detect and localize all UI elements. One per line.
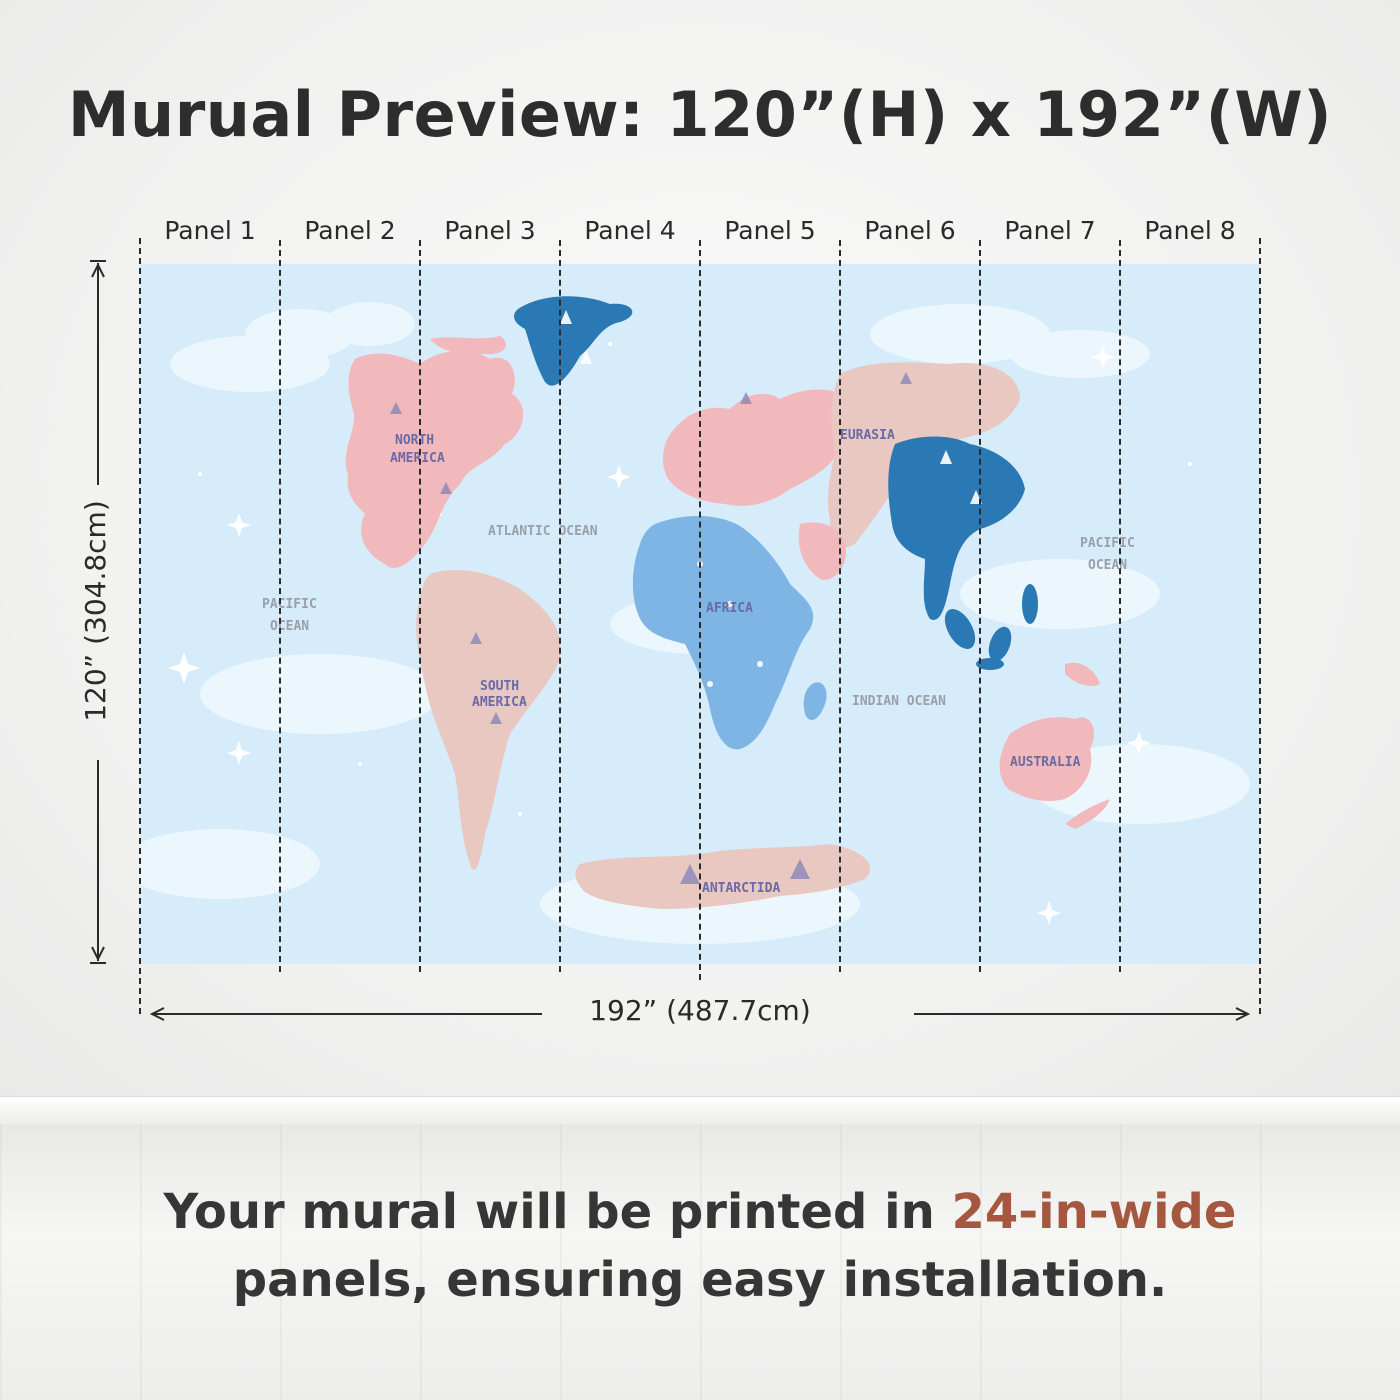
wooden-floor: [0, 1124, 1400, 1400]
africa-shape: [632, 515, 814, 750]
ocean-labels: ATLANTIC OCEAN PACIFIC OCEAN PACIFIC OCE…: [262, 524, 1135, 709]
tagline-part1: Your mural will be printed in: [163, 1184, 952, 1240]
label-atlantic: ATLANTIC OCEAN: [488, 524, 598, 539]
height-dimension-arrow: [90, 260, 106, 964]
label-pacific-left-1: PACIFIC: [262, 597, 317, 612]
tagline: Your mural will be printed in 24-in-wide…: [100, 1178, 1300, 1314]
label-australia: AUSTRALIA: [1010, 755, 1081, 770]
panel-label-8: Panel 8: [1144, 216, 1236, 245]
width-dimension-label: 192” (487.7cm): [589, 994, 811, 1027]
label-africa: AFRICA: [706, 601, 753, 616]
panel-divider-2: [419, 240, 421, 972]
east-asia-shape: [888, 436, 1025, 620]
panel-divider-5: [839, 240, 841, 972]
height-dimension-label: 120” (304.8cm): [79, 500, 112, 722]
label-south-america-2: AMERICA: [472, 695, 527, 710]
greenland-shape: [514, 296, 633, 386]
tagline-highlight: 24-in-wide: [951, 1184, 1237, 1240]
map-labels: NORTH AMERICA SOUTH AMERICA AFRICA EURAS…: [390, 428, 1081, 896]
tagline-part2: panels, ensuring easy installation.: [232, 1252, 1168, 1308]
europe-shape: [662, 389, 855, 506]
panel-divider-6: [979, 240, 981, 972]
label-antarctida: ANTARCTIDA: [702, 881, 780, 896]
baseboard: [0, 1096, 1400, 1126]
north-america-shape: [345, 350, 524, 568]
panel-divider-8: [1259, 238, 1261, 1014]
panel-divider-3: [559, 240, 561, 972]
panel-divider-4: [699, 240, 701, 980]
page-title: Murual Preview: 120”(H) x 192”(W): [67, 78, 1333, 151]
panel-label-4: Panel 4: [584, 216, 676, 245]
north-america-islands: [430, 336, 506, 355]
label-north-america-2: AMERICA: [390, 451, 445, 466]
label-pacific-left-2: OCEAN: [270, 619, 309, 634]
new-zealand-shape: [1065, 799, 1110, 829]
panel-label-2: Panel 2: [304, 216, 396, 245]
new-guinea-shape: [1065, 662, 1100, 686]
panel-label-1: Panel 1: [164, 216, 256, 245]
width-dimension-arrow: [149, 1007, 1251, 1021]
panel-label-6: Panel 6: [864, 216, 956, 245]
arabia-shape: [798, 522, 846, 580]
madagascar-shape: [803, 682, 827, 721]
label-pacific-right-1: PACIFIC: [1080, 536, 1135, 551]
panel-divider-0: [139, 238, 141, 1014]
label-south-america-1: SOUTH: [480, 679, 519, 694]
antarctida-shape: [575, 844, 871, 909]
panel-label-7: Panel 7: [1004, 216, 1096, 245]
panel-label-5: Panel 5: [724, 216, 816, 245]
mountain-decor: [390, 372, 912, 884]
world-map-artwork: NORTH AMERICA SOUTH AMERICA AFRICA EURAS…: [140, 296, 1250, 944]
label-indian: INDIAN OCEAN: [852, 694, 946, 709]
panel-divider-7: [1119, 240, 1121, 972]
south-america-shape: [416, 569, 561, 870]
label-pacific-right-2: OCEAN: [1088, 558, 1127, 573]
panel-divider-1: [279, 240, 281, 972]
label-north-america-1: NORTH: [395, 433, 434, 448]
label-eurasia: EURASIA: [840, 428, 895, 443]
australia-shape: [999, 717, 1095, 801]
indonesia-islands: [944, 584, 1038, 670]
panel-label-3: Panel 3: [444, 216, 536, 245]
